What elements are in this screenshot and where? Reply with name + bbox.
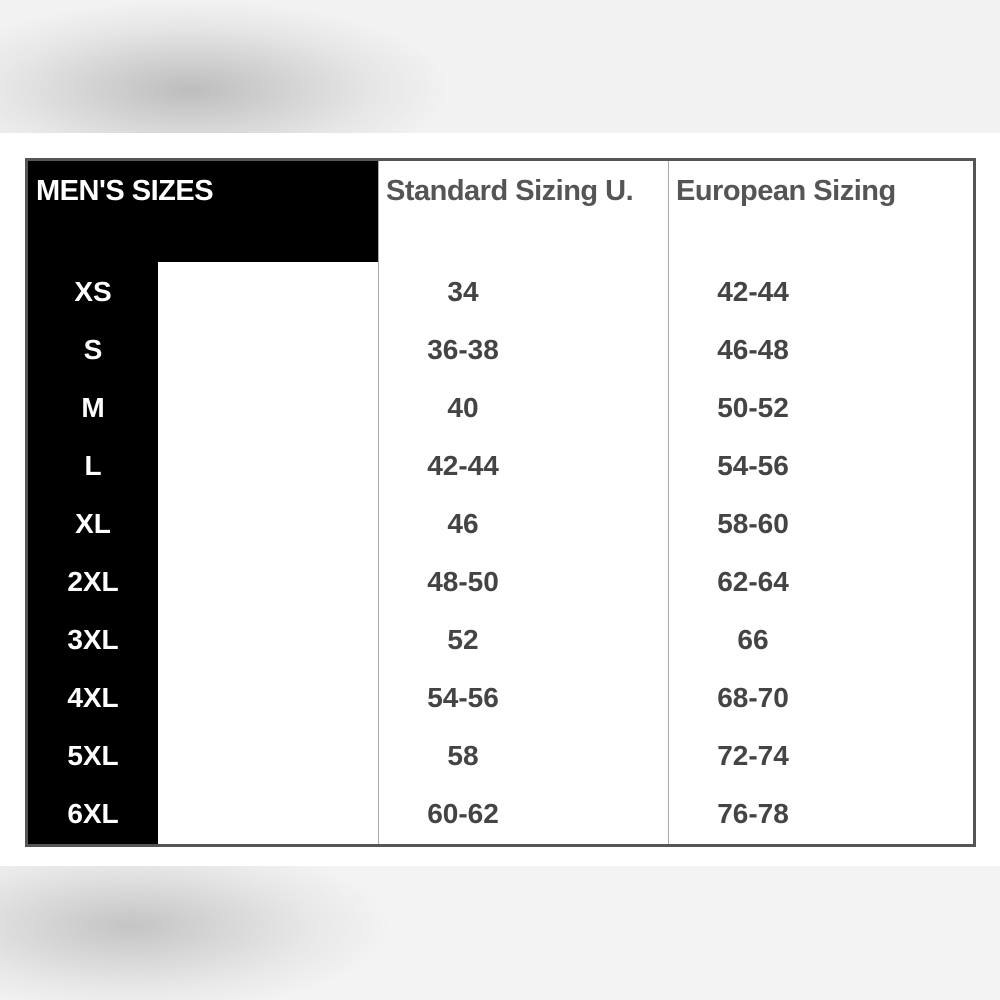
size-chart-table: MEN'S SIZES Standard Sizing U. European …	[25, 158, 976, 847]
european-value: 42-44	[717, 276, 789, 307]
standard-value: 34	[447, 276, 479, 307]
european-value: 62-64	[717, 566, 789, 597]
header-european: European Sizing	[676, 175, 896, 207]
standard-value: 46	[447, 508, 479, 539]
size-column	[28, 262, 158, 844]
european-value: 54-56	[717, 450, 789, 481]
european-value: 50-52	[717, 392, 789, 423]
standard-value: 40	[447, 392, 479, 423]
background-bottom	[0, 866, 1000, 1000]
size-label: 6XL	[67, 798, 119, 829]
standard-value: 54-56	[427, 682, 499, 713]
background-top	[0, 0, 1000, 133]
size-label: XS	[74, 276, 112, 307]
european-value: 76-78	[717, 798, 789, 829]
size-label: 2XL	[67, 566, 119, 597]
standard-value: 36-38	[427, 334, 499, 365]
standard-value: 60-62	[427, 798, 499, 829]
size-label: 4XL	[67, 682, 119, 713]
title-cell	[28, 161, 378, 262]
size-label: 5XL	[67, 740, 119, 771]
size-label: S	[83, 334, 103, 365]
european-value: 66	[737, 624, 769, 655]
size-label: L	[84, 450, 102, 481]
header-standard: Standard Sizing U.	[386, 175, 634, 207]
size-label: M	[81, 392, 105, 423]
column-divider	[668, 161, 669, 844]
standard-value: 48-50	[427, 566, 499, 597]
european-value: 72-74	[717, 740, 789, 771]
european-value: 68-70	[717, 682, 789, 713]
column-divider	[378, 161, 379, 844]
standard-value: 42-44	[427, 450, 499, 481]
table-title: MEN'S SIZES	[36, 175, 214, 207]
standard-value: 52	[447, 624, 479, 655]
standard-value: 58	[447, 740, 479, 771]
european-value: 46-48	[717, 334, 789, 365]
size-label: 3XL	[67, 624, 119, 655]
size-label: XL	[75, 508, 111, 539]
european-value: 58-60	[717, 508, 789, 539]
